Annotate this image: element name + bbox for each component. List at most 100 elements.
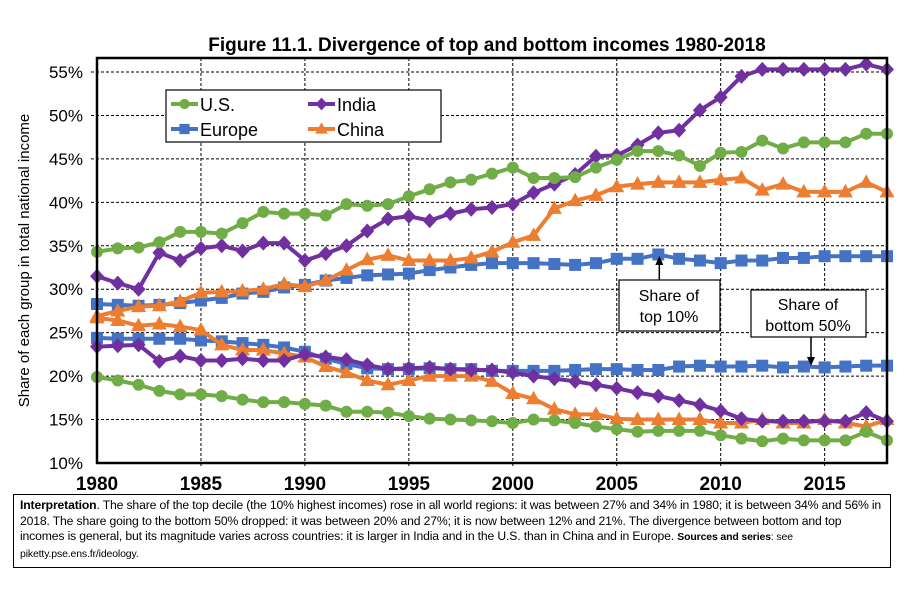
data-point [714, 429, 727, 442]
data-point [423, 412, 436, 425]
data-point [797, 136, 810, 149]
x-tick-label: 1985 [180, 474, 223, 495]
data-point [151, 315, 167, 330]
data-point [860, 359, 873, 372]
x-tick-label: 1990 [284, 474, 326, 495]
data-point [505, 234, 521, 248]
data-point [733, 170, 749, 184]
x-tick-label: 1980 [76, 474, 118, 495]
data-point [485, 362, 499, 378]
data-point [631, 425, 644, 438]
data-point [131, 281, 146, 297]
data-point [569, 258, 582, 271]
data-point [486, 415, 498, 428]
data-point [110, 275, 125, 291]
data-point [506, 257, 519, 270]
data-point [839, 136, 852, 149]
series-layer [89, 56, 895, 448]
data-point [527, 172, 540, 185]
data-point [463, 249, 479, 264]
y-tick-label: 45% [49, 150, 83, 169]
annotation-text: top 10% [640, 309, 699, 326]
data-point [692, 411, 708, 426]
data-point [651, 125, 666, 141]
data-point [132, 241, 145, 254]
data-point [214, 238, 229, 254]
data-point [505, 385, 521, 399]
data-point [858, 174, 874, 188]
data-point [756, 134, 769, 147]
annotation-box [618, 279, 721, 332]
data-point [818, 361, 831, 374]
y-tick-label: 35% [49, 237, 83, 256]
x-tick-label: 2005 [596, 474, 639, 495]
data-point [777, 432, 790, 445]
data-point [194, 334, 207, 347]
data-point [609, 410, 625, 425]
y-axis-label: Share of each group in total national in… [16, 114, 33, 408]
y-tick-label: 50% [49, 106, 83, 125]
data-point [755, 61, 770, 77]
y-tick-label: 30% [49, 280, 83, 299]
data-point [589, 420, 602, 433]
data-point [756, 435, 769, 448]
data-point [860, 127, 873, 140]
x-tick-label: 2015 [803, 474, 846, 495]
data-point [818, 250, 831, 263]
data-point [777, 251, 790, 264]
data-point [526, 185, 541, 201]
data-point [650, 411, 666, 426]
data-point [652, 145, 665, 158]
data-point [132, 378, 145, 391]
data-point [174, 388, 187, 401]
data-point [526, 368, 541, 384]
data-point [796, 413, 811, 429]
data-point [215, 227, 228, 240]
data-point [110, 312, 126, 327]
data-point [111, 374, 124, 387]
legend-item: India [308, 95, 377, 115]
data-point [174, 332, 187, 345]
data-point [839, 360, 852, 373]
data-point [381, 211, 396, 227]
data-point [382, 406, 395, 419]
data-point [756, 254, 769, 267]
data-point [818, 434, 831, 447]
data-point [359, 372, 375, 386]
data-point [401, 252, 417, 267]
data-point [359, 251, 375, 266]
legend-marker-triangle [315, 122, 328, 134]
data-point [797, 251, 810, 264]
data-point [422, 213, 437, 229]
data-point [464, 201, 479, 217]
series-china-top10 [89, 170, 895, 322]
data-point [194, 225, 207, 238]
data-point [401, 372, 417, 386]
data-point [256, 352, 271, 368]
data-point [442, 252, 458, 267]
note-body: . The share of the top decile (the 10% h… [20, 498, 882, 543]
y-tick-label: 15% [49, 411, 83, 430]
data-point [631, 145, 644, 158]
data-point [236, 217, 249, 230]
data-point [110, 338, 125, 354]
data-point [567, 406, 583, 420]
data-point [797, 360, 810, 373]
data-point [236, 393, 249, 406]
data-point [610, 423, 623, 436]
data-point [173, 253, 188, 269]
data-point [610, 252, 623, 265]
x-axis-ticks: 1980 1985 1990 1995 2000 2005 2010 2015 [76, 474, 846, 495]
data-point [569, 417, 582, 430]
data-point [340, 198, 353, 211]
data-point [401, 360, 416, 376]
data-point [484, 373, 500, 387]
data-point [776, 61, 791, 77]
data-point [713, 171, 729, 186]
data-point [796, 61, 811, 77]
y-tick-label: 55% [49, 63, 83, 82]
data-point [486, 167, 498, 180]
data-point [630, 176, 646, 190]
x-tick-label: 2000 [492, 474, 534, 495]
annotation-text: bottom 50% [765, 318, 850, 335]
